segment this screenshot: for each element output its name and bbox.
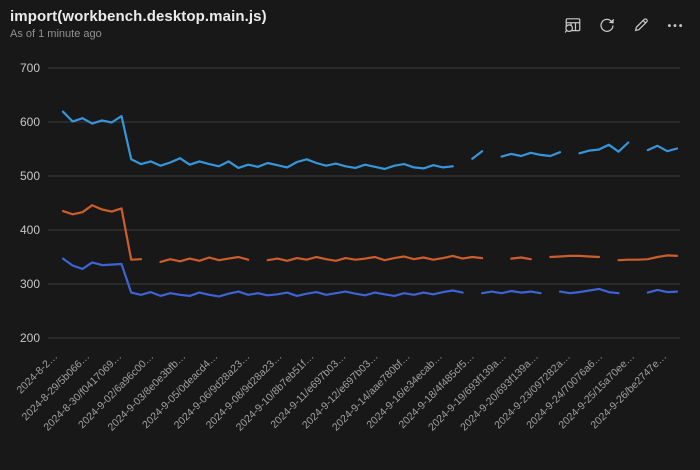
edit-pencil-icon xyxy=(634,18,648,32)
edit-button[interactable] xyxy=(628,12,654,38)
chart-line-series-3-dark-blue xyxy=(61,257,679,298)
y-axis-tick-label: 200 xyxy=(20,331,40,345)
chart-card-header: import(workbench.desktop.main.js) As of … xyxy=(10,8,690,40)
y-axis-tick-label: 600 xyxy=(20,115,40,129)
y-axis-tick-label: 700 xyxy=(20,61,40,75)
chart-line-series-2-orange xyxy=(61,204,679,263)
more-ellipsis-icon xyxy=(667,24,683,27)
page-title: import(workbench.desktop.main.js) xyxy=(10,8,267,25)
toolbar xyxy=(560,8,690,38)
last-updated-text: As of 1 minute ago xyxy=(10,28,102,40)
refresh-button[interactable] xyxy=(594,12,620,38)
table-search-icon xyxy=(564,18,581,33)
refresh-icon xyxy=(600,18,614,32)
y-axis-tick-label: 500 xyxy=(20,169,40,183)
more-options-button[interactable] xyxy=(662,12,688,38)
inspect-data-button[interactable] xyxy=(560,12,586,38)
chart-line-series-1-light-blue xyxy=(61,110,679,171)
y-axis-tick-label: 300 xyxy=(20,277,40,291)
y-axis-tick-label: 400 xyxy=(20,223,40,237)
